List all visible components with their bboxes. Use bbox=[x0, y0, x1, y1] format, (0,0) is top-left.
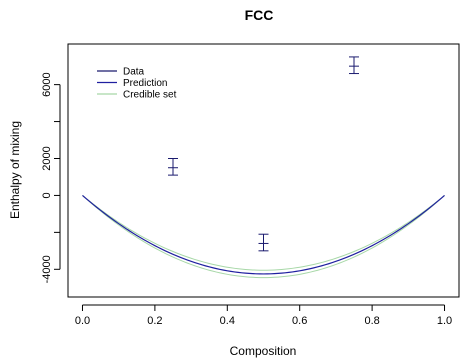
data-point bbox=[167, 157, 178, 176]
y-tick-label: -4000 bbox=[41, 255, 53, 283]
x-axis-label: Composition bbox=[230, 344, 297, 358]
y-axis: -4000 0 2000 6000 bbox=[41, 72, 61, 283]
x-tick-label: 0.4 bbox=[220, 315, 235, 327]
x-tick-label: 0.0 bbox=[75, 315, 90, 327]
legend-entry: Data bbox=[97, 67, 145, 78]
x-tick-label: 0.6 bbox=[292, 315, 307, 327]
prediction-line bbox=[82, 194, 445, 275]
legend-label: Data bbox=[123, 67, 145, 78]
y-tick-label: 2000 bbox=[41, 146, 53, 170]
plot-frame bbox=[67, 43, 460, 298]
chart-title: FCC bbox=[245, 7, 274, 23]
x-tick-label: 1.0 bbox=[437, 315, 452, 327]
prediction-curve bbox=[82, 194, 445, 275]
credible-upper-curve bbox=[82, 195, 445, 271]
data-points bbox=[167, 56, 360, 252]
credible-set bbox=[82, 195, 445, 279]
legend-entry: Prediction bbox=[97, 78, 167, 89]
x-tick-label: 0.2 bbox=[147, 315, 162, 327]
y-tick-label: 0 bbox=[41, 192, 53, 198]
data-point bbox=[258, 233, 269, 252]
x-axis: 0.0 0.2 0.4 0.6 0.8 1.0 bbox=[75, 304, 452, 327]
data-point bbox=[349, 56, 360, 75]
y-axis-label: Enthalpy of mixing bbox=[8, 121, 22, 219]
legend-label: Credible set bbox=[123, 90, 177, 101]
credible-lower-curve bbox=[82, 195, 445, 279]
legend-label: Prediction bbox=[123, 78, 167, 89]
x-tick-label: 0.8 bbox=[364, 315, 379, 327]
legend-entry: Credible set bbox=[97, 90, 177, 101]
y-tick-label: 6000 bbox=[41, 72, 53, 96]
